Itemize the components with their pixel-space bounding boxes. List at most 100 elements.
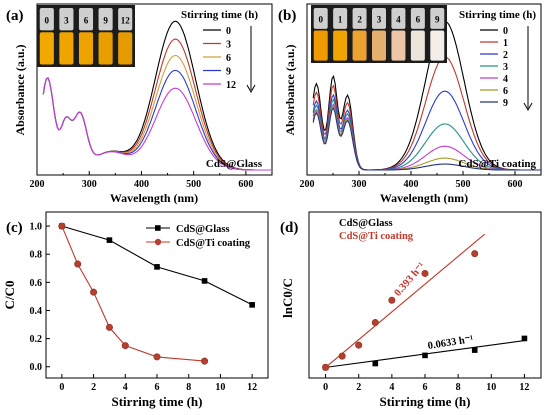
data-point-square	[249, 302, 255, 308]
x-tick-label-2: 2	[91, 382, 96, 393]
vial-cap	[333, 8, 348, 29]
x-tick-label-4: 4	[123, 382, 128, 393]
vial-cap	[59, 8, 74, 31]
vial-label: 9	[103, 16, 108, 26]
legend-label: CdS@Glass	[339, 218, 393, 229]
x-tick-label-6: 6	[423, 382, 428, 393]
vial-solution	[118, 32, 133, 65]
vial-solution	[391, 30, 406, 61]
data-point-circle	[74, 260, 82, 268]
vial-cap	[39, 8, 54, 31]
y-tick-label-0.6: 0.6	[30, 278, 43, 289]
vial-solution	[39, 32, 54, 65]
panel-a-curves	[42, 20, 272, 171]
panel-b-curves	[312, 20, 541, 171]
panel-a-vial-inset: 0 3 6 9 12	[37, 5, 135, 67]
vial-solution	[98, 32, 113, 65]
data-point-circle	[90, 288, 98, 296]
legend-label-6: 6	[503, 86, 508, 97]
panel-c-xlabel: Stirring time (h)	[112, 394, 203, 409]
panel-b-x-ticks: 200 300 400 500 600	[300, 171, 523, 190]
x-tick-label-10: 10	[486, 382, 496, 393]
x-tick-label-0: 0	[323, 382, 328, 393]
y-tick-label-1: 1.0	[30, 222, 43, 233]
panel-a: 0 3 6 9 12 200 300 400 500 600 0 3 6 9 12 (a) Stirri…	[6, 3, 273, 205]
panel-a-legend: 0 3 6 9 12	[203, 26, 256, 94]
vial-solution	[372, 30, 386, 61]
legend-label-3: 3	[503, 62, 508, 73]
x-tick-label-10: 10	[215, 382, 225, 393]
panel-b-legend-title: Stirring time (h)	[459, 9, 536, 21]
x-tick-label-600: 600	[238, 179, 253, 190]
x-tick-label-2: 2	[356, 382, 361, 393]
x-tick-label-600: 600	[508, 179, 523, 190]
legend-label-12: 12	[226, 80, 236, 91]
data-point-circle	[105, 323, 113, 331]
x-tick-label-200: 200	[30, 179, 45, 190]
panel-a-xlabel: Wavelength (nm)	[110, 191, 198, 205]
vial-solution	[78, 32, 94, 65]
x-tick-label-300: 300	[82, 179, 97, 190]
data-point-square	[154, 264, 160, 270]
x-tick-label-400: 400	[134, 179, 149, 190]
slope-label-glass: 0.0633 h⁻¹	[427, 334, 474, 352]
vial-label: 6	[84, 16, 89, 26]
vial-solution	[410, 30, 425, 61]
x-tick-label-4: 4	[389, 382, 394, 393]
fit-line-CdS@Ti coating	[323, 233, 486, 370]
data-point-circle	[121, 342, 129, 350]
panel-a-legend-title: Stirring time (h)	[181, 9, 258, 21]
data-point-square	[106, 237, 113, 243]
panel-d-legend: CdS@Glass CdS@Ti coating	[339, 218, 414, 242]
legend-marker-circle	[154, 238, 162, 246]
panel-d-series: 0.0633 h⁻¹ 0.393 h⁻¹	[322, 233, 528, 371]
panel-a-frame	[36, 3, 273, 176]
x-tick-label-500: 500	[456, 179, 471, 190]
y-tick-label-0.8: 0.8	[30, 250, 43, 261]
panel-b-annotation: CdS@Ti coating	[458, 158, 536, 170]
panel-b-frame	[306, 3, 542, 176]
x-tick-label-0: 0	[59, 382, 64, 393]
data-point-square	[521, 335, 528, 342]
panel-d: 0 2 4 6 8 10 12 0.0633 h⁻¹0.393 h⁻¹ CdS@GlassC…	[280, 211, 542, 409]
y-tick-label-0.4: 0.4	[30, 306, 43, 317]
x-tick-label-6: 6	[155, 382, 160, 393]
spectrum-curve-9h	[312, 107, 541, 171]
vial-cap	[352, 8, 367, 29]
x-tick-label-12: 12	[519, 382, 529, 393]
vial-solution	[313, 30, 328, 61]
data-point-circle	[371, 319, 379, 327]
data-point-circle	[355, 341, 363, 349]
panel-d-ticks: 0 2 4 6 8 10 12	[323, 374, 529, 393]
panel-a-annotation: CdS@Glass	[206, 158, 263, 170]
panel-b-label: (b)	[278, 8, 296, 24]
data-point-circle	[201, 357, 209, 365]
data-point-circle	[338, 352, 346, 360]
vial-label: 2	[357, 14, 362, 24]
y-tick-label-0.2: 0.2	[30, 334, 43, 345]
legend-label-0: 0	[226, 26, 231, 37]
spectrum-curve-12h	[42, 77, 272, 171]
vial-label: 0	[45, 16, 50, 26]
legend-arrow-head	[523, 102, 533, 112]
x-tick-label-8: 8	[456, 382, 461, 393]
panel-c: 0 2 4 6 8 10 120.00.20.40.60.81.0 CdS@GlassCdS…	[2, 211, 269, 409]
legend-label: CdS@Ti coating	[339, 231, 414, 242]
x-tick-label-8: 8	[186, 382, 191, 393]
vial-label: 9	[435, 14, 440, 24]
y-tick-label-0: 0.0	[30, 362, 43, 373]
vial-label: 0	[318, 14, 323, 24]
vial-cap	[410, 8, 425, 29]
data-point-circle	[58, 222, 66, 230]
vial-cap	[372, 8, 386, 29]
data-point-circle	[421, 269, 429, 277]
legend-label-9: 9	[226, 67, 231, 78]
vial-cap	[313, 8, 328, 29]
data-point-circle	[153, 353, 161, 361]
panel-c-ticks: 0 2 4 6 8 10 12 0.0 0.2 0.4 0.6 0.8 1.0	[30, 222, 258, 393]
panel-c-frame	[45, 211, 269, 379]
legend-label-0: 0	[503, 26, 508, 37]
panel-b-ylabel: Absorbance (a.u.)	[283, 44, 297, 135]
